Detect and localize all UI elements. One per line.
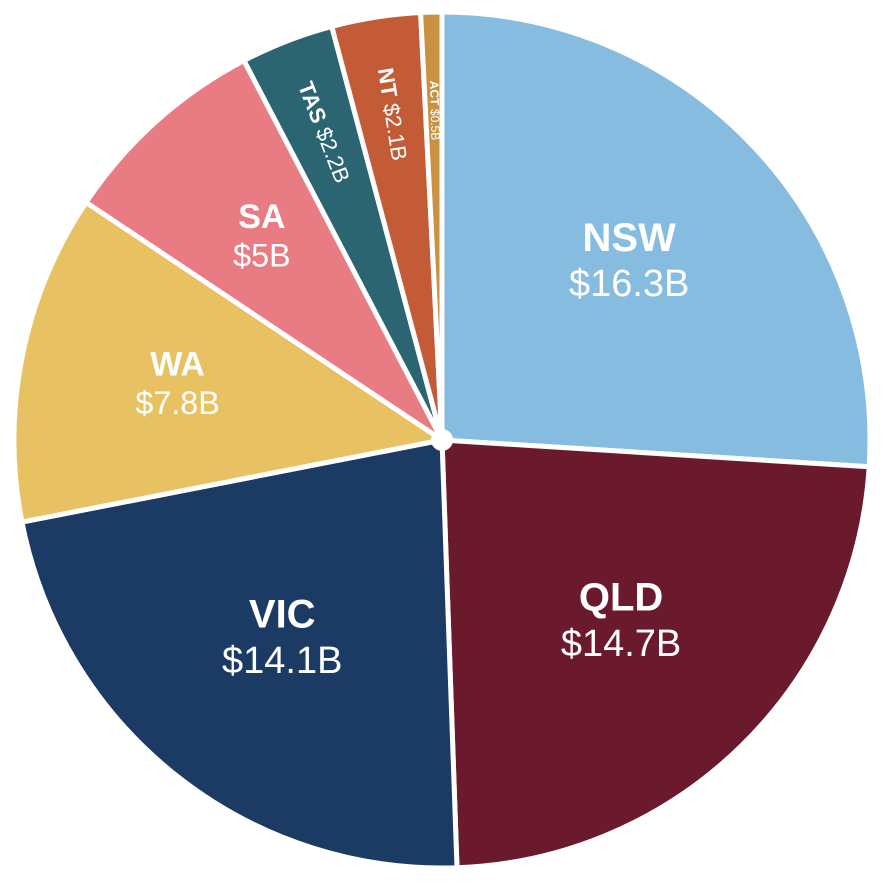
slice-value: $7.8B (135, 385, 219, 421)
pie-slice (19, 437, 460, 871)
slice-value: $16.3B (569, 263, 689, 305)
center-dot (431, 429, 453, 451)
slice-name: ACT (427, 81, 442, 107)
slice-value: $5B (233, 238, 290, 274)
slice-value: $14.7B (561, 623, 681, 665)
slice-name: VIC (249, 593, 316, 637)
pie-slice (418, 9, 445, 443)
pie-slice (439, 9, 873, 470)
pie-slice (11, 199, 445, 525)
pie-slice (439, 437, 872, 871)
slice-name: SA (238, 198, 285, 236)
slice-name: NSW (583, 216, 677, 260)
slice-name: WA (150, 346, 205, 384)
slice-value: $14.1B (222, 640, 342, 682)
slice-label: NT$2.1B (373, 66, 412, 162)
slice-value: $0.5B (428, 109, 443, 141)
pie-slice (83, 58, 445, 443)
slice-name: NT (373, 66, 402, 99)
slice-name: QLD (579, 576, 663, 620)
slice-label: ACT $0.5B (427, 81, 442, 141)
